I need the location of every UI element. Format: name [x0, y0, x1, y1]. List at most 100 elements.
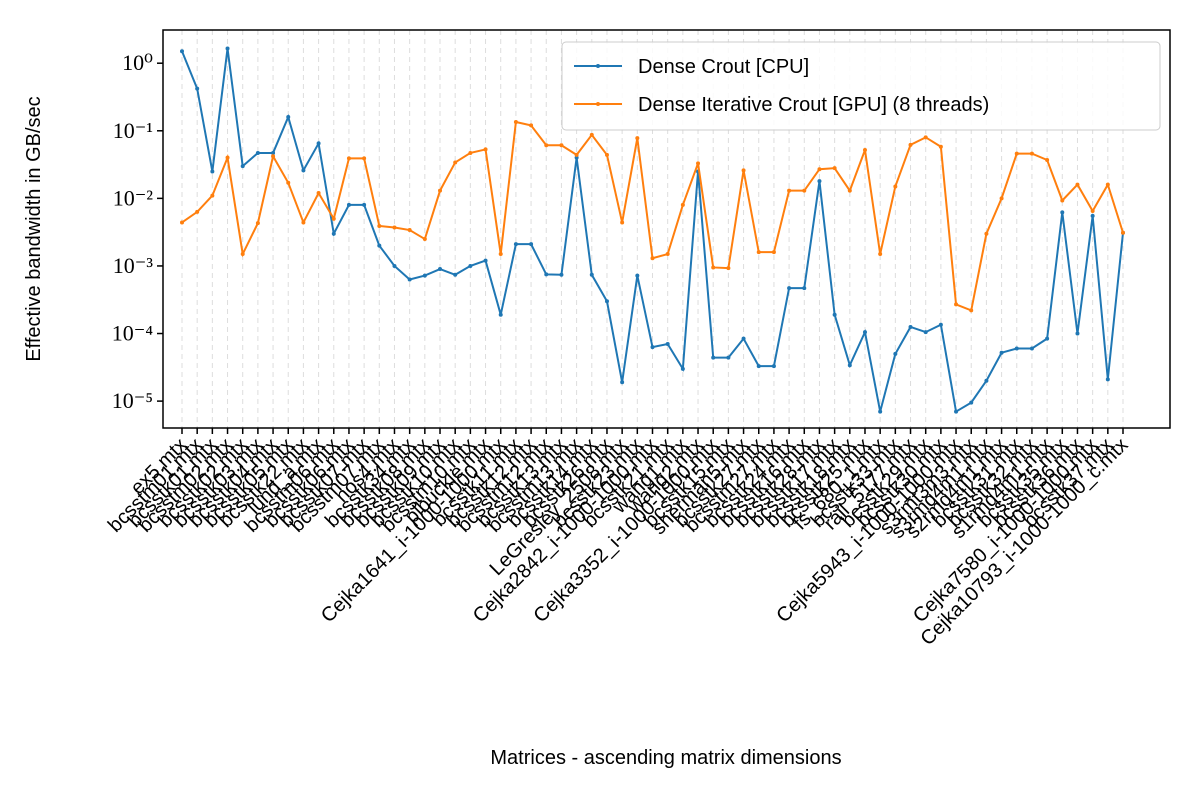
- data-point: [741, 336, 746, 341]
- data-point: [255, 150, 260, 155]
- data-point: [346, 156, 351, 161]
- data-point: [301, 220, 306, 225]
- y-tick-label: 10⁻⁵: [112, 388, 153, 413]
- data-point: [1105, 182, 1110, 187]
- y-axis-label: Effective bandwidth in GB/sec: [23, 96, 45, 361]
- data-point: [878, 252, 883, 257]
- data-point: [771, 250, 776, 255]
- data-point: [878, 409, 883, 414]
- legend-label: Dense Crout [CPU]: [638, 56, 809, 78]
- data-point: [1060, 210, 1065, 215]
- data-point: [271, 150, 276, 155]
- y-tick-label: 10⁻²: [113, 185, 154, 210]
- data-point: [453, 160, 458, 165]
- data-point: [240, 164, 245, 169]
- data-point: [574, 155, 579, 160]
- data-point: [1090, 213, 1095, 218]
- data-point: [407, 277, 412, 282]
- y-tick-label: 10⁰: [122, 50, 153, 75]
- data-point: [1060, 198, 1065, 203]
- data-point: [1075, 331, 1080, 336]
- data-point: [893, 351, 898, 356]
- data-point: [331, 216, 336, 221]
- data-point: [316, 141, 321, 146]
- data-point: [544, 272, 549, 277]
- data-point: [999, 350, 1004, 355]
- data-point: [362, 202, 367, 207]
- data-point: [923, 135, 928, 140]
- data-point: [210, 169, 215, 174]
- data-point: [513, 242, 518, 247]
- data-point: [1105, 377, 1110, 382]
- data-point: [498, 252, 503, 257]
- x-axis-label: Matrices - ascending matrix dimensions: [490, 747, 841, 769]
- data-point: [589, 272, 594, 277]
- data-point: [1014, 346, 1019, 351]
- data-point: [862, 147, 867, 152]
- data-point: [696, 161, 701, 166]
- data-point: [529, 242, 534, 247]
- data-point: [1014, 151, 1019, 156]
- data-point: [559, 272, 564, 277]
- data-point: [711, 265, 716, 270]
- data-point: [1029, 151, 1034, 156]
- data-point: [1121, 230, 1125, 235]
- data-point: [650, 345, 655, 350]
- data-point: [180, 49, 184, 54]
- data-point: [225, 46, 230, 51]
- data-point: [1029, 346, 1034, 351]
- data-point: [240, 252, 245, 257]
- data-point: [574, 152, 579, 157]
- data-point: [847, 188, 852, 193]
- data-point: [938, 322, 943, 327]
- data-point: [969, 400, 974, 405]
- data-point: [438, 188, 443, 193]
- data-point: [377, 243, 382, 248]
- y-tick-label: 10⁻³: [113, 253, 154, 278]
- data-point: [969, 308, 974, 313]
- data-point: [954, 409, 959, 414]
- data-point: [225, 155, 230, 160]
- data-point: [210, 193, 215, 198]
- legend-marker: [596, 64, 600, 68]
- data-point: [923, 330, 928, 335]
- data-point: [331, 231, 336, 236]
- data-point: [271, 154, 276, 159]
- data-point: [529, 123, 534, 128]
- data-point: [862, 330, 867, 335]
- data-point: [650, 256, 655, 261]
- y-tick-label: 10⁻¹: [113, 118, 153, 143]
- data-point: [513, 119, 518, 124]
- data-point: [908, 142, 913, 147]
- data-point: [255, 221, 260, 226]
- data-point: [620, 380, 625, 385]
- data-point: [665, 341, 670, 346]
- data-point: [787, 188, 792, 193]
- data-point: [195, 209, 200, 214]
- data-point: [392, 225, 397, 230]
- data-point: [726, 355, 731, 360]
- data-point: [999, 196, 1004, 201]
- data-point: [604, 152, 609, 157]
- data-point: [316, 191, 321, 196]
- data-point: [422, 273, 427, 278]
- data-point: [604, 299, 609, 304]
- data-point: [1045, 157, 1050, 162]
- data-point: [893, 184, 898, 189]
- plot-frame: [162, 29, 1171, 429]
- data-point: [984, 378, 989, 383]
- legend-label: Dense Iterative Crout [GPU] (8 threads): [638, 94, 989, 116]
- data-point: [1045, 336, 1050, 341]
- data-point: [483, 258, 488, 263]
- data-point: [817, 179, 822, 184]
- data-point: [422, 237, 427, 242]
- data-point: [286, 180, 291, 185]
- data-point: [802, 286, 807, 291]
- y-tick-label: 10⁻⁴: [112, 321, 154, 346]
- data-point: [711, 355, 716, 360]
- data-point: [589, 132, 594, 137]
- data-point: [362, 156, 367, 161]
- data-point: [847, 363, 852, 368]
- data-point: [301, 168, 306, 173]
- data-point: [635, 273, 640, 278]
